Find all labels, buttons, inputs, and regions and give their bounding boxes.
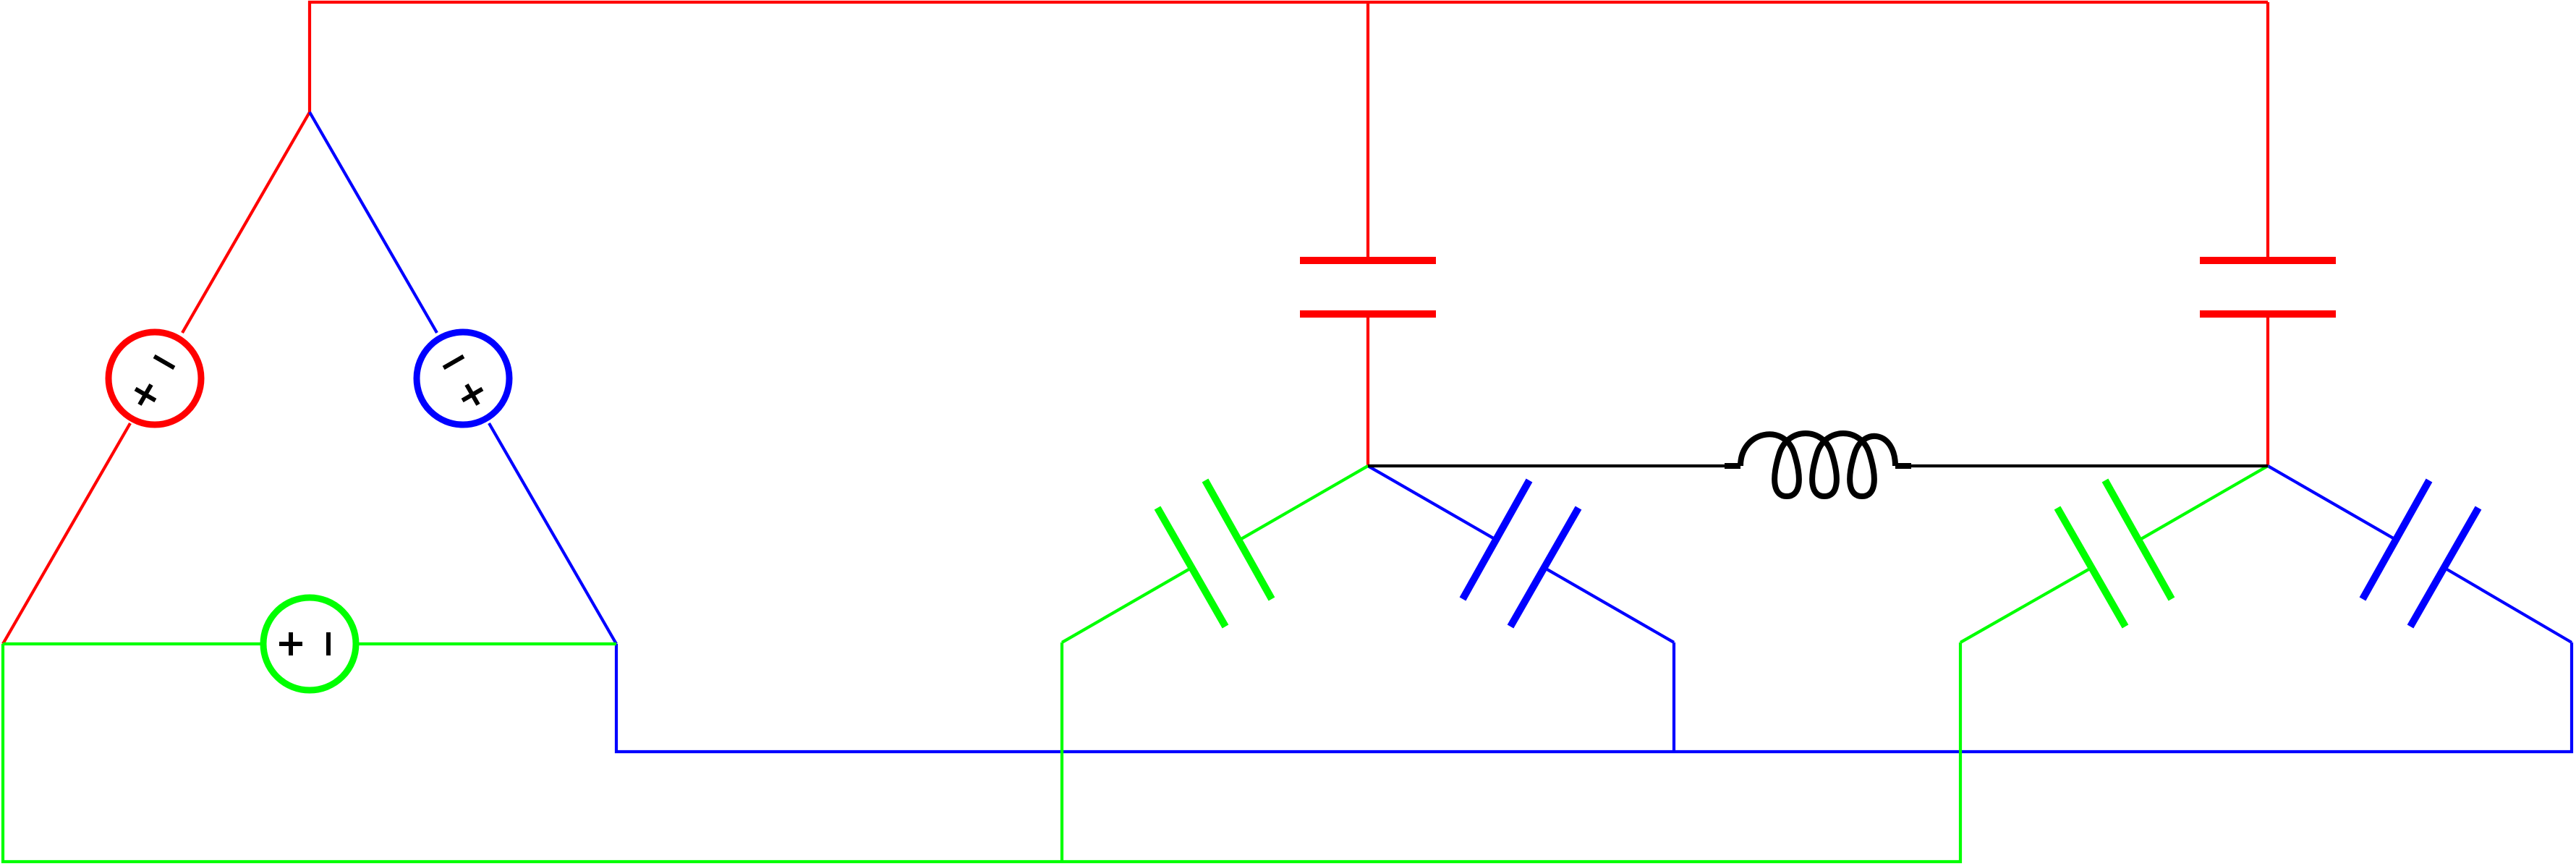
capacitor-b-1-plate-b	[1507, 506, 1582, 629]
capacitor-b-2-plate-a	[2359, 478, 2433, 601]
phase-b-wiring	[308, 111, 2574, 754]
plus-sign-vertical	[134, 386, 157, 403]
capacitor-a-2	[2200, 257, 2336, 318]
phase-c-star2-outer-lead	[1959, 567, 2091, 644]
phase-b-star2-inner-lead	[2266, 464, 2397, 541]
capacitor-c-2	[2054, 478, 2175, 629]
capacitor-c-1-plate-b	[1202, 478, 1275, 601]
source-b-ring	[413, 328, 513, 428]
phase-b-star1-inner-lead	[1366, 464, 1497, 541]
capacitor-c-2-plate-a	[2054, 506, 2129, 629]
source-b-plus-sign	[461, 383, 484, 406]
phase-a-wiring	[1, 0, 2270, 645]
source-c-polarity	[279, 632, 331, 655]
source-a-ring	[105, 328, 205, 428]
phase-a-top-bus	[307, 0, 2268, 112]
source-c-plus-sign	[279, 632, 302, 655]
source-b-minus-sign	[442, 354, 465, 370]
phase-b-triangle-lower-lead	[488, 422, 618, 645]
phase-a-triangle-upper-lead	[181, 111, 311, 334]
plus-sign-vertical	[461, 386, 484, 403]
phase-b-star2-outer-lead	[2444, 567, 2573, 644]
phase-c-star2-inner-lead	[2138, 464, 2269, 541]
capacitor-a-1	[1300, 257, 1436, 318]
source-c	[260, 594, 360, 694]
inductor-1	[1368, 430, 2268, 500]
capacitor-c-2-plate-b	[2101, 478, 2175, 601]
phase-c-capacitors	[1154, 478, 2175, 629]
inductor-coil	[1738, 430, 1898, 500]
source-a-plus-sign	[134, 383, 157, 406]
capacitor-b-1	[1459, 478, 1582, 629]
capacitor-b-2-plate-b	[2407, 506, 2482, 629]
phase-c-wiring	[1, 464, 2269, 864]
source-a-polarity	[134, 354, 176, 406]
phase-a-triangle-lower-lead	[1, 422, 132, 645]
capacitor-b-2	[2359, 478, 2482, 629]
phase-b-capacitors	[1459, 478, 2482, 629]
source-a	[105, 328, 205, 428]
phase-b-star1-outer-lead	[1544, 567, 1675, 644]
capacitor-b-1-plate-a	[1459, 478, 1533, 601]
capacitor-c-1	[1154, 478, 1275, 629]
phase-b-bottom-bus	[614, 642, 2574, 754]
source-c-ring	[260, 594, 360, 694]
phase-c-star1-outer-lead	[1060, 567, 1191, 644]
phase-c-star1-inner-lead	[1238, 464, 1369, 541]
phase-b-triangle-upper-lead	[308, 111, 438, 334]
minus-sign-bar	[442, 354, 465, 370]
phase-c-bottom-bus	[1, 642, 1963, 864]
minus-sign-bar	[153, 354, 176, 370]
source-b-polarity	[442, 354, 484, 406]
source-a-minus-sign	[153, 354, 176, 370]
capacitor-c-1-plate-a	[1154, 506, 1229, 629]
phase-a-capacitors	[1300, 257, 2336, 318]
source-b	[413, 328, 513, 428]
